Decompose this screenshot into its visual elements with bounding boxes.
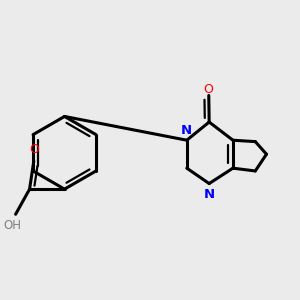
Text: O: O [29, 143, 39, 156]
Text: OH: OH [4, 219, 22, 232]
Text: O: O [204, 83, 214, 96]
Text: N: N [204, 188, 215, 201]
Text: N: N [181, 124, 192, 137]
